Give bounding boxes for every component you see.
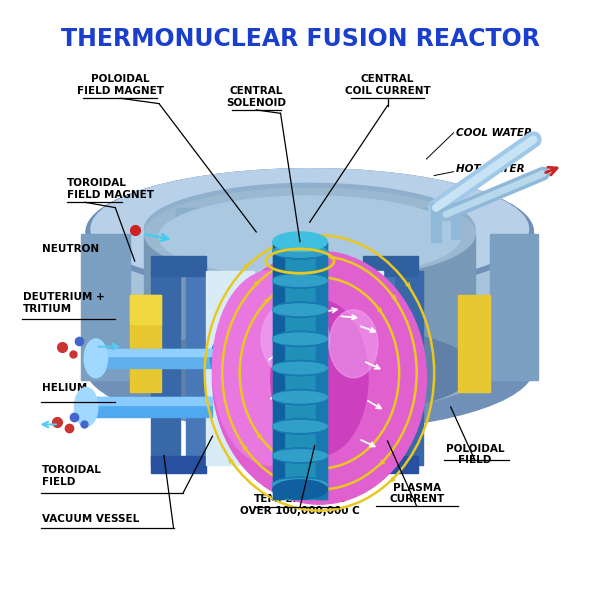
Text: VACUUM VESSEL: VACUUM VESSEL xyxy=(43,514,140,524)
Ellipse shape xyxy=(125,313,494,414)
Bar xyxy=(394,271,424,465)
Bar xyxy=(363,455,418,473)
Ellipse shape xyxy=(86,169,533,295)
Bar xyxy=(81,234,130,380)
Bar xyxy=(86,397,212,405)
Ellipse shape xyxy=(273,232,327,251)
Text: TOROIDAL
FIELD: TOROIDAL FIELD xyxy=(43,465,102,487)
Ellipse shape xyxy=(329,310,378,378)
Bar xyxy=(96,349,222,368)
Bar xyxy=(186,271,206,465)
Text: PLASMA
TEMPERATURES
OVER 100,000,000 C: PLASMA TEMPERATURES OVER 100,000,000 C xyxy=(240,483,360,516)
Text: HOT WATER: HOT WATER xyxy=(455,164,524,174)
Bar xyxy=(334,271,383,465)
Ellipse shape xyxy=(273,245,327,257)
Bar xyxy=(130,295,161,392)
Bar xyxy=(370,208,405,237)
Ellipse shape xyxy=(86,169,533,295)
Ellipse shape xyxy=(310,271,416,475)
Bar xyxy=(458,295,490,392)
Bar xyxy=(151,455,206,473)
Ellipse shape xyxy=(273,419,327,434)
Ellipse shape xyxy=(273,304,327,316)
Text: POLOIDAL
FIELD: POLOIDAL FIELD xyxy=(446,444,504,466)
Ellipse shape xyxy=(211,339,234,378)
Bar xyxy=(363,256,418,275)
Bar xyxy=(375,271,394,465)
Ellipse shape xyxy=(273,421,327,432)
Ellipse shape xyxy=(273,480,327,499)
Bar xyxy=(151,256,206,275)
Bar xyxy=(214,208,250,237)
Ellipse shape xyxy=(159,196,460,278)
Ellipse shape xyxy=(74,388,98,427)
Bar xyxy=(409,208,444,237)
Ellipse shape xyxy=(84,339,107,378)
Text: POLOIDAL
FIELD MAGNET: POLOIDAL FIELD MAGNET xyxy=(77,74,164,96)
Bar xyxy=(151,271,181,465)
Ellipse shape xyxy=(91,169,529,289)
Ellipse shape xyxy=(86,305,533,431)
Ellipse shape xyxy=(273,389,327,405)
Ellipse shape xyxy=(273,333,327,345)
Text: THERMONUCLEAR FUSION REACTOR: THERMONUCLEAR FUSION REACTOR xyxy=(61,28,539,52)
Ellipse shape xyxy=(145,184,475,275)
Bar xyxy=(145,234,475,370)
Text: TOROIDAL
FIELD MAGNET: TOROIDAL FIELD MAGNET xyxy=(67,178,154,200)
Bar xyxy=(130,295,161,325)
Ellipse shape xyxy=(261,300,329,378)
Ellipse shape xyxy=(273,331,327,347)
Ellipse shape xyxy=(273,391,327,403)
Text: COOL WATER: COOL WATER xyxy=(455,128,532,138)
Bar xyxy=(96,349,222,356)
Ellipse shape xyxy=(273,362,327,374)
Text: HELIUM: HELIUM xyxy=(43,383,88,392)
Ellipse shape xyxy=(273,477,327,493)
Text: PLASMA
CURRENT: PLASMA CURRENT xyxy=(389,483,444,505)
Bar xyxy=(273,242,327,499)
Ellipse shape xyxy=(273,450,327,461)
Ellipse shape xyxy=(271,300,368,455)
Bar xyxy=(125,232,494,363)
Ellipse shape xyxy=(273,479,327,491)
Bar xyxy=(86,232,533,368)
Ellipse shape xyxy=(273,360,327,376)
Text: CENTRAL
COIL CURRENT: CENTRAL COIL CURRENT xyxy=(344,74,430,96)
Bar xyxy=(273,242,284,499)
Ellipse shape xyxy=(212,251,427,504)
Text: CENTRAL
SOLENOID: CENTRAL SOLENOID xyxy=(226,86,286,108)
Ellipse shape xyxy=(273,448,327,463)
Bar xyxy=(86,397,212,416)
Bar xyxy=(176,208,211,237)
Bar xyxy=(206,271,254,465)
Text: DEUTERIUM +
TRITIUM: DEUTERIUM + TRITIUM xyxy=(23,292,104,314)
Ellipse shape xyxy=(273,275,327,286)
Text: NEUTRON: NEUTRON xyxy=(43,244,100,254)
Ellipse shape xyxy=(145,325,475,416)
Bar xyxy=(490,234,538,380)
Ellipse shape xyxy=(145,188,475,280)
Ellipse shape xyxy=(212,271,329,465)
Ellipse shape xyxy=(273,244,327,259)
Ellipse shape xyxy=(273,302,327,317)
Ellipse shape xyxy=(273,273,327,289)
Ellipse shape xyxy=(125,181,494,283)
Bar xyxy=(316,242,327,499)
